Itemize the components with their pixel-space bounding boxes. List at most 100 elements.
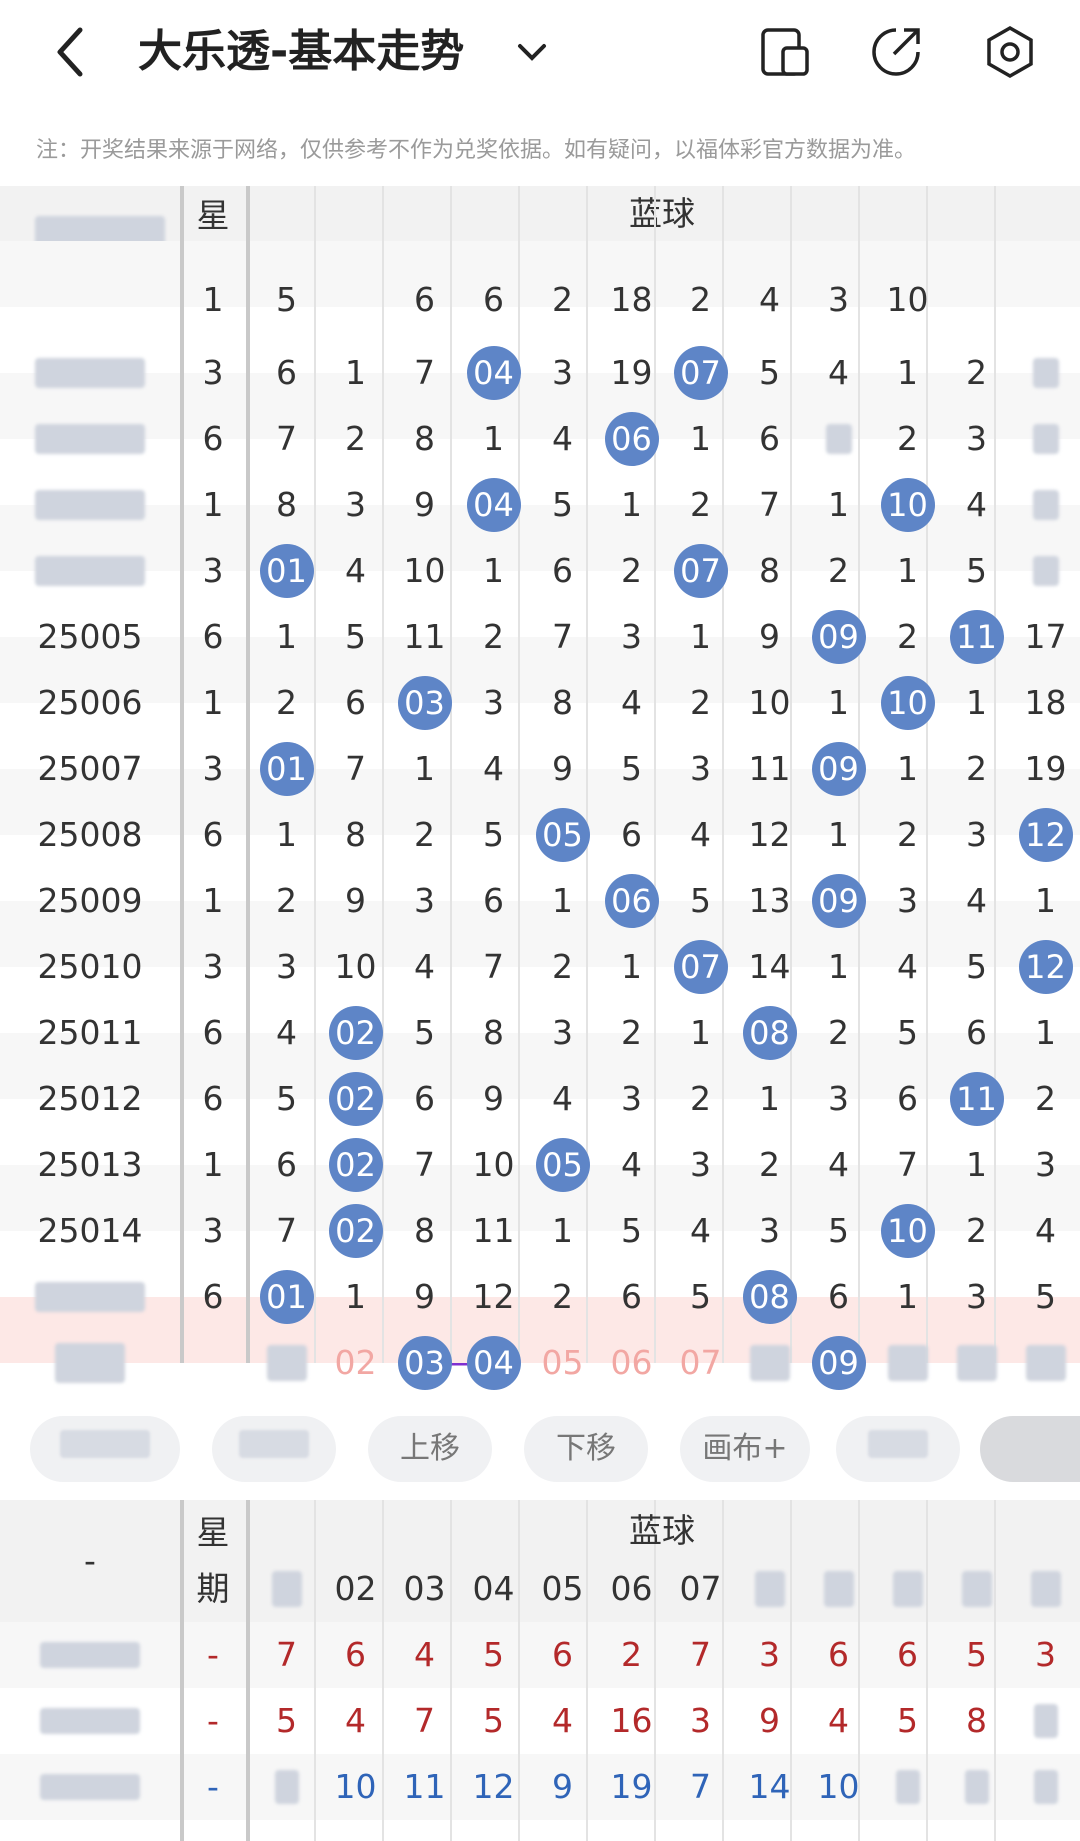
table-cell: 18: [1024, 683, 1067, 722]
partial-cell: 6: [483, 280, 504, 319]
weekday-cell: 1: [202, 485, 224, 524]
stat-cell: 8: [966, 1701, 987, 1740]
table-cell: 4: [552, 1079, 573, 1118]
table-cell: 2: [276, 683, 297, 722]
partial-cell: 3: [828, 280, 849, 319]
weekday-cell: 6: [202, 1079, 224, 1118]
stat-cell: 3: [759, 1635, 780, 1674]
phone-device-icon[interactable]: [757, 24, 813, 80]
prediction-ball[interactable]: 03: [397, 1336, 452, 1390]
table-cell: 3: [759, 1211, 780, 1250]
stat-cell: 6: [828, 1635, 849, 1674]
table-cell: 9: [552, 749, 573, 788]
column-divider: [518, 1500, 520, 1841]
share-icon[interactable]: [868, 24, 924, 80]
issue-number-blurred: [35, 424, 145, 454]
issue-number: 25013: [37, 1145, 143, 1184]
table-cell: 3: [690, 749, 711, 788]
blue-ball-section-title: 蓝球: [629, 194, 695, 233]
highlighted-ball: 01: [259, 544, 314, 598]
highlighted-ball: 11: [949, 1072, 1004, 1126]
column-divider: [518, 186, 520, 1363]
table-cell: 10: [403, 551, 446, 590]
button-7[interactable]: [980, 1416, 1080, 1482]
table-cell: 2: [483, 617, 504, 656]
column-header-4: 04: [472, 1569, 515, 1608]
table-cell: 5: [966, 947, 987, 986]
table-cell: 3: [276, 947, 297, 986]
table-cell: 1: [828, 947, 849, 986]
prediction-issue-blurred: [55, 1343, 125, 1383]
stat-cell: 10: [334, 1767, 377, 1806]
move-down-button[interactable]: 下移: [524, 1416, 648, 1482]
issue-number: 25009: [37, 881, 143, 920]
table-cell: 5: [1035, 1277, 1056, 1316]
table-cell: 4: [690, 1211, 711, 1250]
table-cell: 4: [483, 749, 504, 788]
column-divider: [450, 186, 452, 1363]
settings-hexagon-icon[interactable]: [982, 24, 1038, 80]
table-cell: 3: [483, 683, 504, 722]
partial-week: 1: [202, 280, 224, 319]
weekday-cell: 1: [202, 1145, 224, 1184]
weekday-cell: 6: [202, 815, 224, 854]
stat-cell: 12: [472, 1767, 515, 1806]
column-divider: [314, 1500, 316, 1841]
button-1[interactable]: [30, 1416, 180, 1482]
table-cell: 2: [897, 815, 918, 854]
stat-cell: 4: [828, 1701, 849, 1740]
issue-number-blurred: [35, 490, 145, 520]
highlighted-ball: 08: [742, 1270, 797, 1324]
weekday-cell: 3: [202, 947, 224, 986]
prediction-cell: 02: [334, 1343, 377, 1382]
table-cell: 3: [897, 881, 918, 920]
button-2[interactable]: [212, 1416, 336, 1482]
column-divider: [180, 1500, 184, 1841]
highlighted-ball: 10: [880, 478, 935, 532]
table-cell: 6: [621, 815, 642, 854]
table-cell: 3: [345, 485, 366, 524]
table-cell: 6: [966, 1013, 987, 1052]
table-cell: 1: [966, 683, 987, 722]
partial-cell: 2: [552, 280, 573, 319]
table-cell: 11: [472, 1211, 515, 1250]
highlighted-ball: 02: [328, 1138, 383, 1192]
chevron-down-icon[interactable]: [512, 34, 552, 74]
column-divider: [722, 1500, 724, 1841]
table-cell: 12: [748, 815, 791, 854]
button-6[interactable]: [836, 1416, 960, 1482]
page-title[interactable]: 大乐透-基本走势: [138, 26, 465, 77]
column-header-blurred: [961, 1571, 992, 1607]
stat-cell-blurred: [274, 1770, 299, 1804]
column-divider: [586, 1500, 588, 1841]
table-cell: 3: [621, 617, 642, 656]
table-cell: 8: [483, 1013, 504, 1052]
highlighted-ball: 10: [880, 676, 935, 730]
table-cell: 5: [621, 1211, 642, 1250]
issue-number: 25008: [37, 815, 143, 854]
table-cell: 5: [345, 617, 366, 656]
table-cell: 1: [621, 485, 642, 524]
prediction-ball[interactable]: 04: [466, 1336, 521, 1390]
table-cell: 11: [748, 749, 791, 788]
table-cell: 5: [552, 485, 573, 524]
highlighted-ball: 01: [259, 742, 314, 796]
back-arrow-icon[interactable]: [48, 22, 98, 82]
prediction-blurred: [749, 1345, 790, 1381]
blurred-cell: [825, 424, 852, 454]
stat-cell: 16: [610, 1701, 653, 1740]
table-cell: 5: [621, 749, 642, 788]
partial-cell: 2: [690, 280, 711, 319]
table-cell: 1: [897, 749, 918, 788]
table-cell: 1: [897, 353, 918, 392]
weekday-cell: 6: [202, 617, 224, 656]
highlighted-ball: 07: [673, 544, 728, 598]
prediction-ball[interactable]: 09: [811, 1336, 866, 1390]
move-up-button[interactable]: 上移: [368, 1416, 492, 1482]
stat-cell-blurred: [964, 1770, 989, 1804]
table-cell: 1: [414, 749, 435, 788]
issue-number: 25011: [37, 1013, 143, 1052]
table-cell: 6: [276, 1145, 297, 1184]
table-cell: 5: [276, 1079, 297, 1118]
canvas-plus-button[interactable]: 画布+: [680, 1416, 810, 1482]
